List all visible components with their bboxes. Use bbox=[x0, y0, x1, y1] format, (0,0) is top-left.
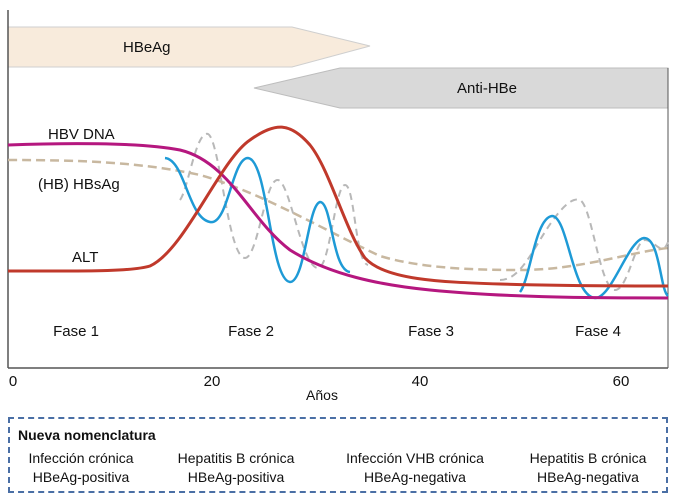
anti-hbe-label: Anti-HBe bbox=[457, 80, 517, 97]
hbv-dna-curve bbox=[7, 142, 669, 300]
x-tick-60: 60 bbox=[613, 373, 630, 390]
grey-fluctuation-curve bbox=[179, 133, 669, 292]
hbeag-label: HBeAg bbox=[123, 39, 171, 56]
stage-2: Hepatitis B crónica HBeAg-positiva bbox=[162, 449, 310, 487]
stage-2-line1: Hepatitis B crónica bbox=[177, 450, 295, 466]
stage-1: Infección crónica HBeAg-positiva bbox=[16, 449, 146, 487]
stage-3-line2: HBeAg-negativa bbox=[364, 469, 466, 485]
phase-label-1: Fase 1 bbox=[53, 323, 99, 340]
alt-curve bbox=[7, 125, 669, 288]
hbsag-curve bbox=[7, 158, 669, 272]
hbeag-arrow bbox=[7, 26, 371, 68]
stage-3-line1: Infección VHB crónica bbox=[346, 450, 484, 466]
nomenclature-box: Nueva nomenclatura Infección crónica HBe… bbox=[8, 417, 668, 493]
stage-4-line2: HBeAg-negativa bbox=[537, 469, 639, 485]
x-tick-40: 40 bbox=[412, 373, 429, 390]
nomenclature-title: Nueva nomenclatura bbox=[18, 427, 156, 443]
phase-label-3: Fase 3 bbox=[408, 323, 454, 340]
phase-label-4: Fase 4 bbox=[575, 323, 621, 340]
hbv-dna-label: HBV DNA bbox=[48, 126, 115, 143]
alt-label: ALT bbox=[72, 249, 98, 266]
x-tick-20: 20 bbox=[204, 373, 221, 390]
stage-4: Hepatitis B crónica HBeAg-negativa bbox=[514, 449, 662, 487]
x-tick-0: 0 bbox=[9, 373, 17, 390]
phase-label-2: Fase 2 bbox=[228, 323, 274, 340]
x-axis-label: Años bbox=[306, 387, 338, 403]
hbsag-label: (HB) HBsAg bbox=[38, 176, 120, 193]
stage-3: Infección VHB crónica HBeAg-negativa bbox=[330, 449, 500, 487]
stage-2-line2: HBeAg-positiva bbox=[187, 469, 285, 485]
stage-4-line1: Hepatitis B crónica bbox=[529, 450, 647, 466]
stage-1-line2: HBeAg-positiva bbox=[32, 469, 130, 485]
stage-1-line1: Infección crónica bbox=[28, 450, 134, 466]
